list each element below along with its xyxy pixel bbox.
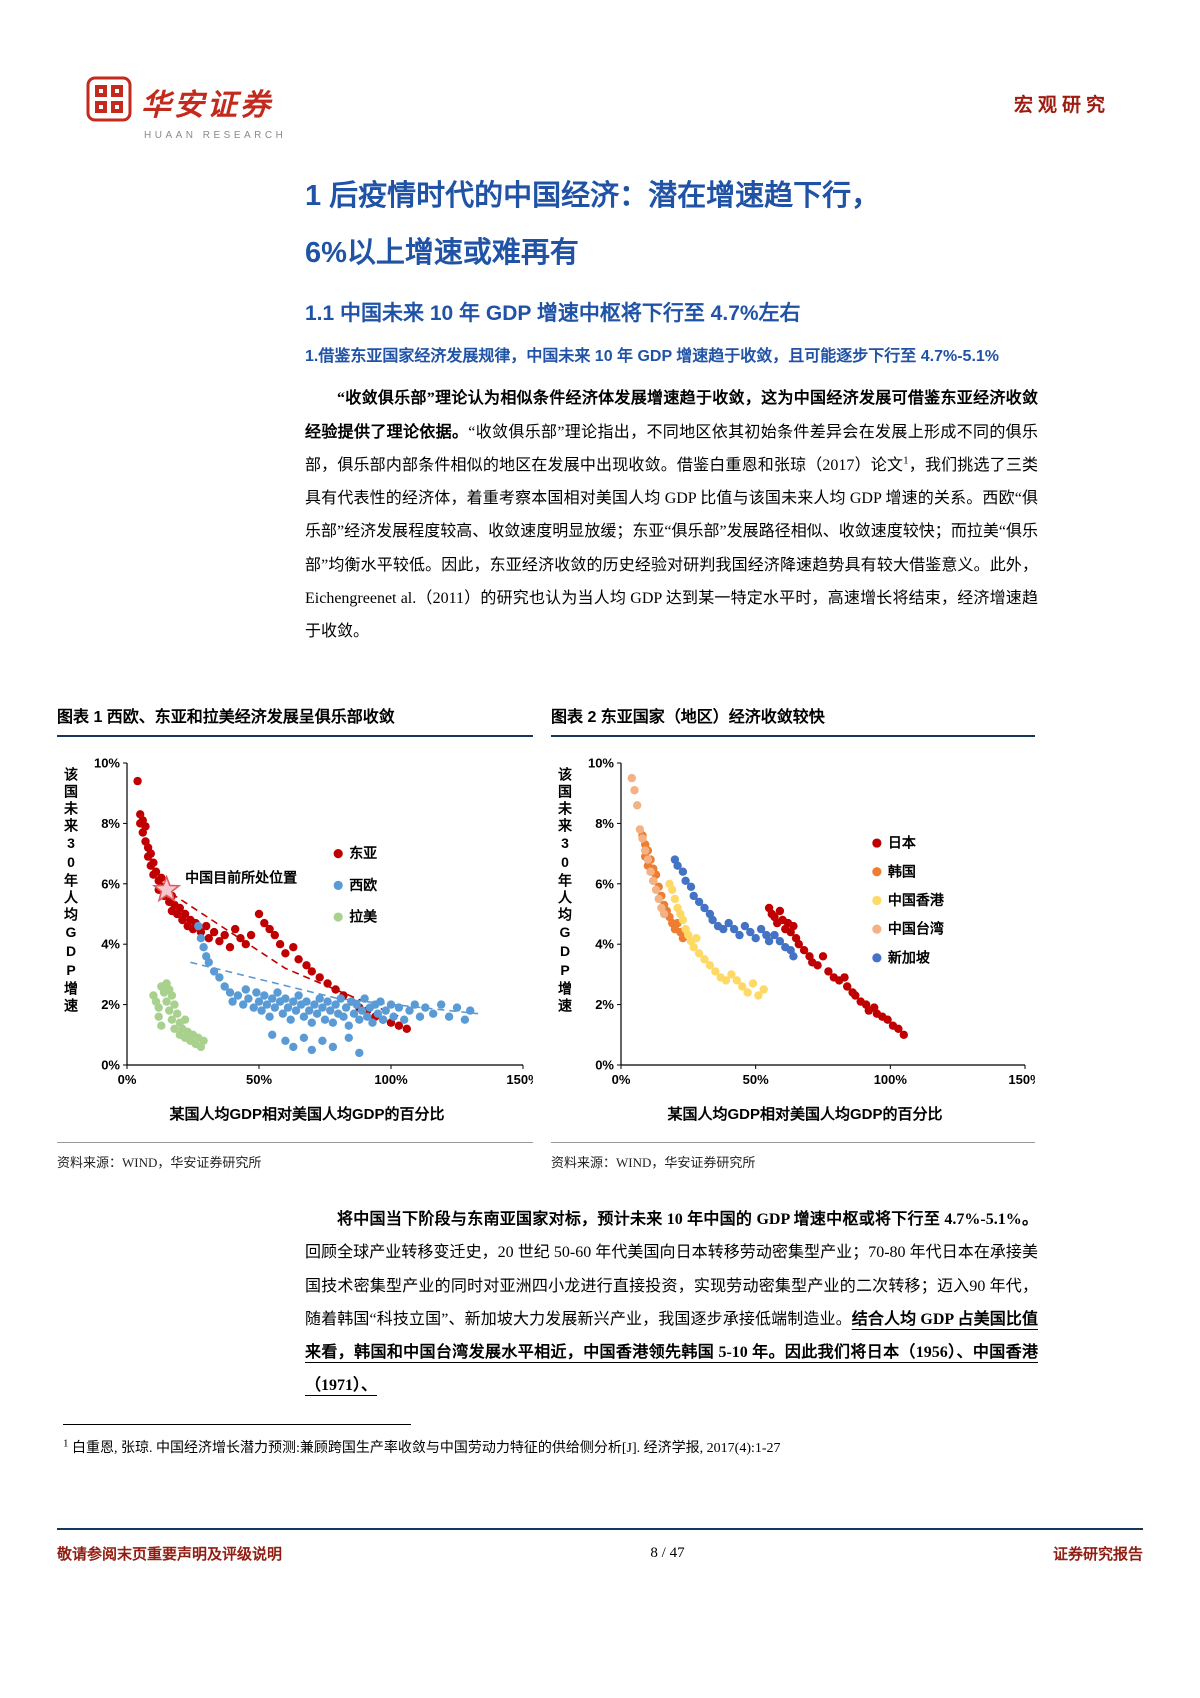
svg-text:4%: 4% <box>595 937 614 952</box>
svg-text:50%: 50% <box>246 1072 272 1087</box>
footnote-text-row: 1 白重恩, 张琼. 中国经济增长潜力预测:兼顾跨国生产率收敛与中国劳动力特征的… <box>63 1437 1123 1457</box>
main-content: 1 后疫情时代的中国经济：潜在增速趋下行， 6%以上增速或难再有 1.1 中国未… <box>305 168 1038 648</box>
huaan-seal-icon <box>86 76 132 127</box>
svg-text:韩国: 韩国 <box>888 863 916 879</box>
figure-2-x-axis-label: 某国人均GDP相对美国人均GDP的百分比 <box>667 1106 943 1123</box>
paragraph-1-lead-bold: “收敛俱乐部”理论认为相似条件经济体发展增速趋于收敛，这为中国经济发展可借鉴东亚… <box>305 390 1038 441</box>
svg-text:中国香港: 中国香港 <box>888 892 945 908</box>
svg-text:0%: 0% <box>118 1072 137 1087</box>
subsection-title: 1.1 中国未来 10 年 GDP 增速中枢将下行至 4.7%左右 <box>305 302 801 326</box>
paragraph-2-text: 回顾全球产业转移变迁史，20 世纪 50-60 年代美国向日本转移劳动密集型产业… <box>305 1244 1038 1328</box>
svg-text:100%: 100% <box>874 1072 908 1087</box>
paragraph-1-text-a: “收敛俱乐部”理论指出，不同地区依其初始条件差异会在发展上形成不同的俱乐部，俱乐… <box>305 423 1038 474</box>
footnote: 1 白重恩, 张琼. 中国经济增长潜力预测:兼顾跨国生产率收敛与中国劳动力特征的… <box>63 1424 1123 1457</box>
figures-row: 图表 1 西欧、东亚和拉美经济发展呈俱乐部收敛 该国未来30年人均GDP增速 0… <box>57 703 1035 1171</box>
figure-2-y-axis-label: 该国未来30年人均GDP增速 <box>557 767 573 1015</box>
page-number: 8 / 47 <box>650 1545 685 1561</box>
svg-text:8%: 8% <box>595 816 614 831</box>
svg-text:新加坡: 新加坡 <box>888 949 931 965</box>
huaan-logo: 华安证券 HUAAN RESEARCH <box>86 76 286 141</box>
svg-text:8%: 8% <box>101 816 120 831</box>
section-title: 1 后疫情时代的中国经济：潜在增速趋下行， 6%以上增速或难再有 <box>305 168 1038 281</box>
svg-text:10%: 10% <box>94 756 120 771</box>
page-header: 华安证券 HUAAN RESEARCH 宏观研究 <box>86 76 1110 141</box>
paragraph-1: “收敛俱乐部”理论认为相似条件经济体发展增速趋于收敛，这为中国经济发展可借鉴东亚… <box>305 382 1038 648</box>
svg-text:10%: 10% <box>588 756 614 771</box>
section-title-line2: 6%以上增速或难再有 <box>305 236 579 269</box>
key-point-heading: 1.借鉴东亚国家经济发展规律，中国未来 10 年 GDP 增速趋于收敛，且可能逐… <box>305 348 1000 366</box>
footnote-ref-1: 1 <box>903 454 909 467</box>
paragraph-2-wrap: 将中国当下阶段与东南亚国家对标，预计未来 10 年中国的 GDP 增速中枢或将下… <box>305 1203 1038 1403</box>
figure-2-source: 资料来源：WIND，华安证券研究所 <box>551 1142 1035 1171</box>
svg-text:50%: 50% <box>743 1072 769 1087</box>
svg-text:0%: 0% <box>612 1072 631 1087</box>
figure-1: 图表 1 西欧、东亚和拉美经济发展呈俱乐部收敛 该国未来30年人均GDP增速 0… <box>57 703 533 1171</box>
report-category: 宏观研究 <box>1013 95 1110 116</box>
svg-text:2%: 2% <box>101 997 120 1012</box>
brand-name-en: HUAAN RESEARCH <box>144 130 287 141</box>
svg-text:4%: 4% <box>101 937 120 952</box>
paragraph-1-text-b: ，我们挑选了三类具有代表性的经济体，着重考察本国相对美国人均 GDP 比值与该国… <box>305 456 1038 641</box>
svg-text:150%: 150% <box>1008 1072 1035 1087</box>
svg-text:100%: 100% <box>374 1072 408 1087</box>
footnote-number: 1 <box>63 1437 69 1450</box>
svg-text:6%: 6% <box>595 876 614 891</box>
svg-text:中国台湾: 中国台湾 <box>888 921 944 937</box>
figure-2: 图表 2 东亚国家（地区）经济收敛较快 该国未来30年人均GDP增速 0% 50%… <box>551 703 1035 1171</box>
figure-1-chart-area: 该国未来30年人均GDP增速 0% 50% 100% 150% 0% 2% 4% 6% 8% 10… <box>57 749 533 1097</box>
svg-text:中国目前所处位置: 中国目前所处位置 <box>185 869 297 885</box>
figure-1-x-axis-label: 某国人均GDP相对美国人均GDP的百分比 <box>169 1106 445 1123</box>
paragraph-2: 将中国当下阶段与东南亚国家对标，预计未来 10 年中国的 GDP 增速中枢或将下… <box>305 1203 1038 1403</box>
footer-disclaimer: 敬请参阅末页重要声明及评级说明 <box>57 1547 283 1563</box>
footnote-separator <box>63 1424 411 1425</box>
svg-text:东亚: 东亚 <box>349 845 377 861</box>
figure-2-scatter-plot: 0% 50% 100% 150% 0% 2% 4% 6% 8% 10% 日本韩国中国香港中国台湾新加… <box>588 756 1035 1088</box>
footnote-text: 白重恩, 张琼. 中国经济增长潜力预测:兼顾跨国生产率收敛与中国劳动力特征的供给… <box>68 1441 781 1456</box>
figure-2-title: 图表 2 东亚国家（地区）经济收敛较快 <box>551 703 1035 737</box>
brand-name-cn: 华安证券 <box>141 88 273 122</box>
paragraph-2-underlined-bold: 结合人均 GDP 占美国比值来看，韩国和中国台湾发展水平相近，中国香港领先韩国 … <box>305 1310 1038 1395</box>
section-title-line1: 1 后疫情时代的中国经济：潜在增速趋下行， <box>305 180 881 212</box>
page-footer: 敬请参阅末页重要声明及评级说明 8 / 47 证券研究报告 <box>57 1528 1143 1564</box>
svg-text:0%: 0% <box>595 1058 614 1073</box>
figure-1-title: 图表 1 西欧、东亚和拉美经济发展呈俱乐部收敛 <box>57 703 533 737</box>
figure-1-y-axis-label: 该国未来30年人均GDP增速 <box>63 767 79 1015</box>
svg-text:150%: 150% <box>506 1072 533 1087</box>
figure-2-chart-area: 该国未来30年人均GDP增速 0% 50% 100% 150% 0% 2% 4% 6% 8% 10… <box>551 749 1035 1097</box>
paragraph-2-lead-bold: 将中国当下阶段与东南亚国家对标，预计未来 10 年中国的 GDP 增速中枢或将下… <box>337 1211 1038 1228</box>
figure-1-source: 资料来源：WIND，华安证券研究所 <box>57 1142 533 1171</box>
svg-text:西欧: 西欧 <box>349 877 377 893</box>
svg-text:日本: 日本 <box>888 835 917 851</box>
svg-text:0%: 0% <box>101 1058 120 1073</box>
svg-text:拉美: 拉美 <box>349 909 378 925</box>
svg-text:2%: 2% <box>595 997 614 1012</box>
footer-report-type: 证券研究报告 <box>1052 1547 1143 1563</box>
svg-text:6%: 6% <box>101 876 120 891</box>
